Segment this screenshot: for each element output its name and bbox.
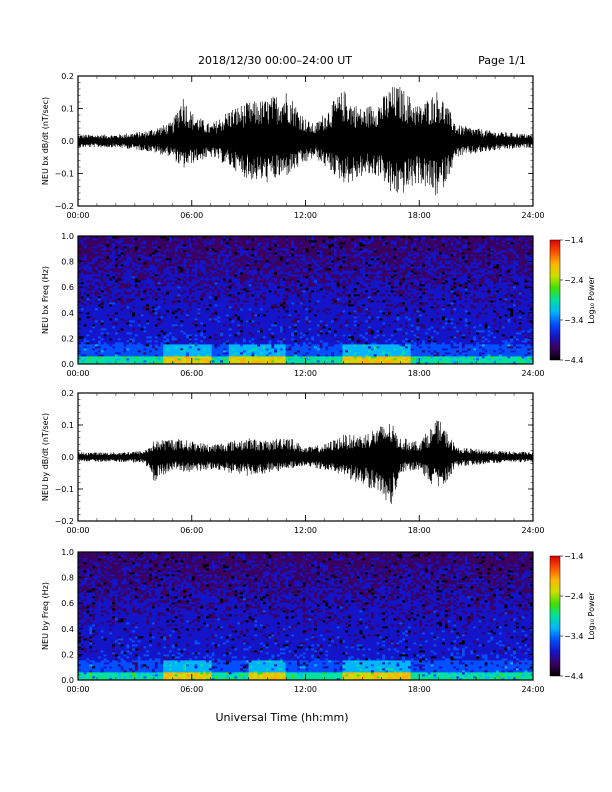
y-axis-title: NEU bx dB/dt (nT/sec) (41, 97, 50, 185)
trace-line (78, 87, 533, 195)
y-tick-label: −0.1 (55, 170, 74, 179)
x-tick-label: 12:00 (294, 211, 317, 220)
y-tick-label: −0.2 (55, 202, 74, 211)
panel-1: 0.2 0.1 0.0 −0.1 −0.200:00 06:00 12:00 18:00 24:… (41, 72, 545, 220)
x-tick-label: 06:00 (180, 211, 203, 220)
page-title: 2018/12/30 00:00–24:00 UT (198, 54, 352, 67)
y-tick-label: 0.2 (61, 72, 74, 81)
y-tick-label: 0.0 (61, 137, 74, 146)
y-tick-label: 0.1 (61, 105, 74, 114)
x-tick-label: 24:00 (521, 211, 544, 220)
x-tick-label: 18:00 (408, 211, 431, 220)
panels: 0.2 0.1 0.0 −0.1 −0.200:00 06:00 12:00 18:00 24:… (41, 72, 596, 694)
x-tick-label: 00:00 (66, 211, 89, 220)
page-number: Page 1/1 (478, 54, 526, 67)
spectrogram (78, 236, 533, 364)
